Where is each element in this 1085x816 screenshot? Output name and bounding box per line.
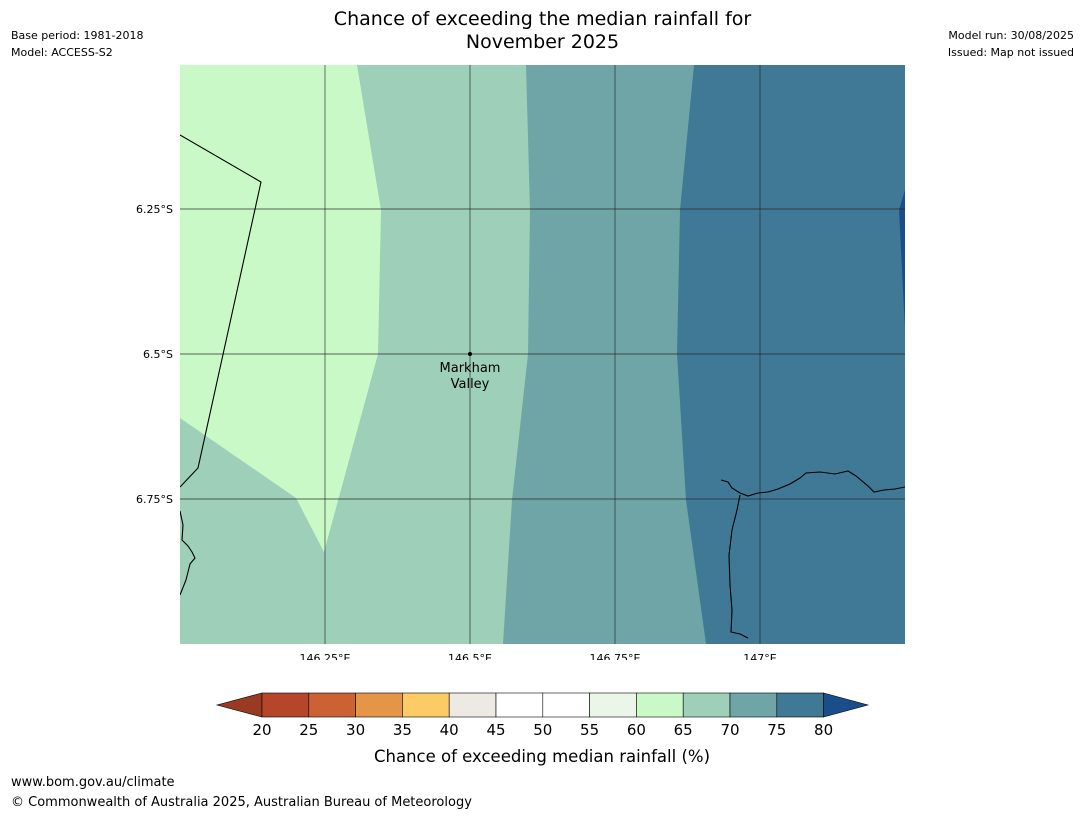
colorbar-segment-25-30 xyxy=(308,692,356,718)
band-above-80 xyxy=(899,190,905,330)
colorbar-tick-70: 70 xyxy=(720,721,739,739)
colorbar-segment-75-80 xyxy=(776,692,824,718)
colorbar-extend-low xyxy=(215,692,263,718)
colorbar-tick-30: 30 xyxy=(346,721,365,739)
colorbar-segment-30-35 xyxy=(355,692,403,718)
band-60-65 xyxy=(180,65,381,552)
colorbar-tick-45: 45 xyxy=(486,721,505,739)
lon-axis-labels: 146.25°E 146.5°E 146.75°E 147°E xyxy=(300,652,777,660)
place-label: Markham Valley xyxy=(440,361,501,392)
lat-label-6-75: 6.75°S xyxy=(136,493,173,506)
colorbar-tick-80: 80 xyxy=(814,721,833,739)
colorbar-tick-50: 50 xyxy=(533,721,552,739)
base-period-text: Base period: 1981-2018 xyxy=(11,29,144,42)
colorbar-segment-20-25 xyxy=(261,692,310,718)
lat-axis-labels: 6.25°S 6.5°S 6.75°S xyxy=(136,203,173,506)
lon-label-147: 147°E xyxy=(743,652,776,660)
model-run-text: Model run: 30/08/2025 xyxy=(948,29,1074,42)
colorbar-extend-high xyxy=(823,692,870,718)
colorbar-segment-35-40 xyxy=(402,692,450,718)
lon-label-146-5: 146.5°E xyxy=(448,652,492,660)
colorbar-segment-50-55 xyxy=(542,692,590,718)
model-text: Model: ACCESS-S2 xyxy=(11,46,113,59)
meta-right: Model run: 30/08/2025 Issued: Map not is… xyxy=(948,27,1074,61)
coastline-huon-gulf xyxy=(720,470,905,497)
graticule xyxy=(180,65,905,644)
colorbar-segment-70-75 xyxy=(729,692,778,718)
colorbar-tick-65: 65 xyxy=(674,721,693,739)
colorbar-tick-25: 25 xyxy=(299,721,318,739)
colorbar-label: Chance of exceeding median rainfall (%) xyxy=(374,747,710,766)
colorbar-segments xyxy=(215,692,870,718)
colorbar-segment-55-60 xyxy=(589,692,637,718)
colorbar-tick-35: 35 xyxy=(393,721,412,739)
forecast-map: 6.25°S 6.5°S 6.75°S 146.25°E 146.5°E 146… xyxy=(136,65,905,660)
title-line-1: Chance of exceeding the median rainfall … xyxy=(333,8,752,30)
boundaries xyxy=(180,134,905,639)
title-line-2: November 2025 xyxy=(465,31,620,53)
lon-label-146-75: 146.75°E xyxy=(590,652,641,660)
colorbar-tick-40: 40 xyxy=(440,721,459,739)
lon-label-146-25: 146.25°E xyxy=(300,652,351,660)
colorbar-segment-65-70 xyxy=(682,692,731,718)
footer-url: www.bom.gov.au/climate xyxy=(11,775,175,790)
colorbar-segment-40-45 xyxy=(448,692,497,718)
colorbar: 20 25 30 35 40 45 50 55 60 65 70 75 80 Chance of exc… xyxy=(215,692,870,766)
map-title: Chance of exceeding the median rainfall … xyxy=(0,8,1085,54)
colorbar-tick-60: 60 xyxy=(627,721,646,739)
colorbar-segment-60-65 xyxy=(636,692,684,718)
colorbar-tick-75: 75 xyxy=(767,721,786,739)
place-label-line-1: Markham xyxy=(440,361,501,376)
coastline-east xyxy=(728,494,749,639)
coastline-west xyxy=(180,510,196,596)
province-boundary xyxy=(180,134,262,488)
colorbar-segment-45-50 xyxy=(495,692,544,718)
place-marker-icon xyxy=(468,352,472,356)
lat-label-6-5: 6.5°S xyxy=(143,348,173,361)
issued-text: Issued: Map not issued xyxy=(947,46,1074,59)
colorbar-ticks: 20 25 30 35 40 45 50 55 60 65 70 75 80 xyxy=(252,721,833,739)
meta-left: Base period: 1981-2018 Model: ACCESS-S2 xyxy=(11,27,143,61)
place-label-line-2: Valley xyxy=(451,377,490,392)
colorbar-tick-55: 55 xyxy=(580,721,599,739)
footer-copyright: © Commonwealth of Australia 2025, Austra… xyxy=(11,795,472,810)
colorbar-tick-20: 20 xyxy=(252,721,271,739)
lat-label-6-25: 6.25°S xyxy=(136,203,173,216)
